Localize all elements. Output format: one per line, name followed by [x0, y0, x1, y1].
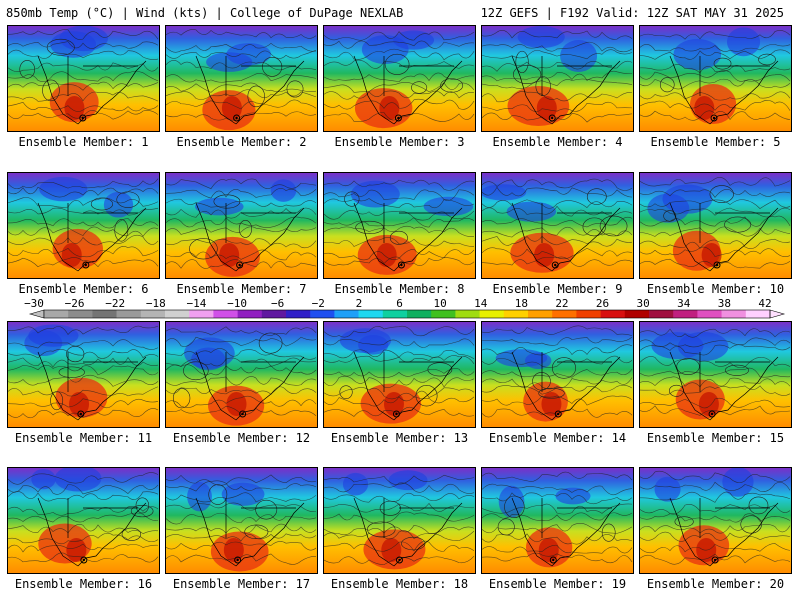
- temperature-colorbar: −30 −26 −22 −18 −14 −10 −6 −2 2 6 10 14 18 22 26 30 34 38…: [24, 298, 786, 319]
- colorbar-segment: [624, 310, 650, 318]
- colorbar-segment: [189, 310, 214, 318]
- ensemble-member-map: [481, 172, 634, 279]
- ensemble-member-map: [7, 172, 160, 279]
- colorbar-segment: [237, 310, 263, 318]
- colorbar-tick-label: 2: [356, 298, 363, 310]
- ensemble-member-label: Ensemble Member: 20: [646, 577, 785, 591]
- colorbar-segment: [213, 310, 238, 318]
- ensemble-member-map: [323, 467, 476, 574]
- ensemble-member-map: [165, 321, 318, 428]
- ensemble-member-label: Ensemble Member: 13: [330, 431, 469, 445]
- chart-title: 850mb Temp (°C) | Wind (kts) | College o…: [6, 6, 404, 20]
- colorbar-segment: [358, 310, 384, 318]
- ensemble-member-map: [481, 321, 634, 428]
- ensemble-member-label: Ensemble Member: 1: [18, 135, 149, 149]
- colorbar-segment: [528, 310, 553, 318]
- colorbar-tick-label: 6: [396, 298, 403, 310]
- ensemble-member-label: Ensemble Member: 8: [334, 282, 465, 296]
- colorbar-tick-label: 38: [718, 298, 731, 310]
- ensemble-member-map: [323, 25, 476, 132]
- ensemble-member-label: Ensemble Member: 14: [488, 431, 627, 445]
- ensemble-member-map: [639, 467, 792, 574]
- colorbar-segment: [92, 310, 117, 318]
- ensemble-member-map: [323, 172, 476, 279]
- ensemble-member-label: Ensemble Member: 10: [646, 282, 785, 296]
- ensemble-member-label: Ensemble Member: 16: [14, 577, 153, 591]
- colorbar-tick-label: −14: [187, 298, 207, 310]
- colorbar-tick-label: −10: [227, 298, 247, 310]
- ensemble-member-label: Ensemble Member: 2: [176, 135, 307, 149]
- ensemble-member-label: Ensemble Member: 7: [176, 282, 307, 296]
- ensemble-member-label: Ensemble Member: 3: [334, 135, 465, 149]
- ensemble-member-map: [7, 25, 160, 132]
- colorbar-segment: [600, 310, 626, 318]
- colorbar-tick-label: 26: [596, 298, 609, 310]
- colorbar-segment: [310, 310, 335, 318]
- ensemble-member-map: [165, 467, 318, 574]
- colorbar-segment: [721, 310, 747, 318]
- colorbar-segment: [552, 310, 577, 318]
- ensemble-member-label: Ensemble Member: 19: [488, 577, 627, 591]
- colorbar-tick-label: 42: [758, 298, 771, 310]
- colorbar-tick-label: 22: [555, 298, 568, 310]
- colorbar-tick-label: −6: [271, 298, 284, 310]
- colorbar-segment: [334, 310, 359, 318]
- ensemble-member-label: Ensemble Member: 12: [172, 431, 311, 445]
- ensemble-member-map: [323, 321, 476, 428]
- ensemble-member-label: Ensemble Member: 11: [14, 431, 153, 445]
- colorbar-tick-label: −30: [24, 298, 44, 310]
- colorbar-segment: [673, 310, 698, 318]
- colorbar-tick-label: 30: [637, 298, 650, 310]
- colorbar-segment: [286, 310, 311, 318]
- colorbar-segment: [479, 310, 505, 318]
- colorbar-segment: [576, 310, 601, 318]
- ensemble-member-label: Ensemble Member: 15: [646, 431, 785, 445]
- ensemble-member-label: Ensemble Member: 4: [492, 135, 623, 149]
- colorbar-segment: [382, 310, 408, 318]
- colorbar-tick-label: 10: [433, 298, 446, 310]
- colorbar-segment: [261, 310, 287, 318]
- colorbar-segment: [745, 310, 771, 318]
- ensemble-member-label: Ensemble Member: 9: [492, 282, 623, 296]
- ensemble-member-label: Ensemble Member: 6: [18, 282, 149, 296]
- colorbar-segment: [431, 310, 456, 318]
- colorbar-segment: [455, 310, 480, 318]
- colorbar-segment: [649, 310, 674, 318]
- colorbar-segment: [407, 310, 432, 318]
- ensemble-member-map: [481, 25, 634, 132]
- ensemble-member-map: [7, 321, 160, 428]
- colorbar-segment: [68, 310, 93, 318]
- colorbar-tick-label: −22: [105, 298, 125, 310]
- ensemble-member-map: [7, 467, 160, 574]
- run-valid-time: 12Z GEFS | F192 Valid: 12Z SAT MAY 31 20…: [480, 6, 784, 20]
- colorbar-tick-label: 14: [474, 298, 488, 310]
- ensemble-member-map: [165, 25, 318, 132]
- colorbar-segment: [503, 310, 529, 318]
- colorbar-tick-label: −2: [312, 298, 325, 310]
- colorbar-segment: [116, 310, 142, 318]
- colorbar-segment: [165, 310, 190, 318]
- colorbar-max-arrow: [769, 309, 786, 319]
- colorbar-segment: [44, 310, 69, 318]
- ensemble-member-map: [165, 172, 318, 279]
- colorbar-tick-label: 34: [677, 298, 691, 310]
- colorbar-segment: [140, 310, 166, 318]
- ensemble-member-map: [639, 25, 792, 132]
- colorbar-tick-label: −18: [146, 298, 166, 310]
- colorbar-tick-label: 18: [515, 298, 528, 310]
- colorbar-tick-label: −26: [65, 298, 85, 310]
- ensemble-member-label: Ensemble Member: 5: [650, 135, 781, 149]
- ensemble-member-label: Ensemble Member: 17: [172, 577, 311, 591]
- ensemble-member-map: [481, 467, 634, 574]
- colorbar-segment: [697, 310, 722, 318]
- ensemble-member-map: [639, 172, 792, 279]
- ensemble-member-map: [639, 321, 792, 428]
- colorbar-min-arrow: [28, 309, 45, 319]
- ensemble-member-label: Ensemble Member: 18: [330, 577, 469, 591]
